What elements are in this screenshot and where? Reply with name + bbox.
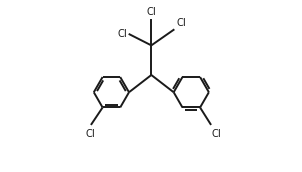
Text: Cl: Cl bbox=[117, 29, 127, 39]
Text: Cl: Cl bbox=[85, 129, 95, 139]
Text: Cl: Cl bbox=[176, 18, 186, 28]
Text: Cl: Cl bbox=[146, 7, 156, 18]
Text: Cl: Cl bbox=[212, 129, 221, 139]
